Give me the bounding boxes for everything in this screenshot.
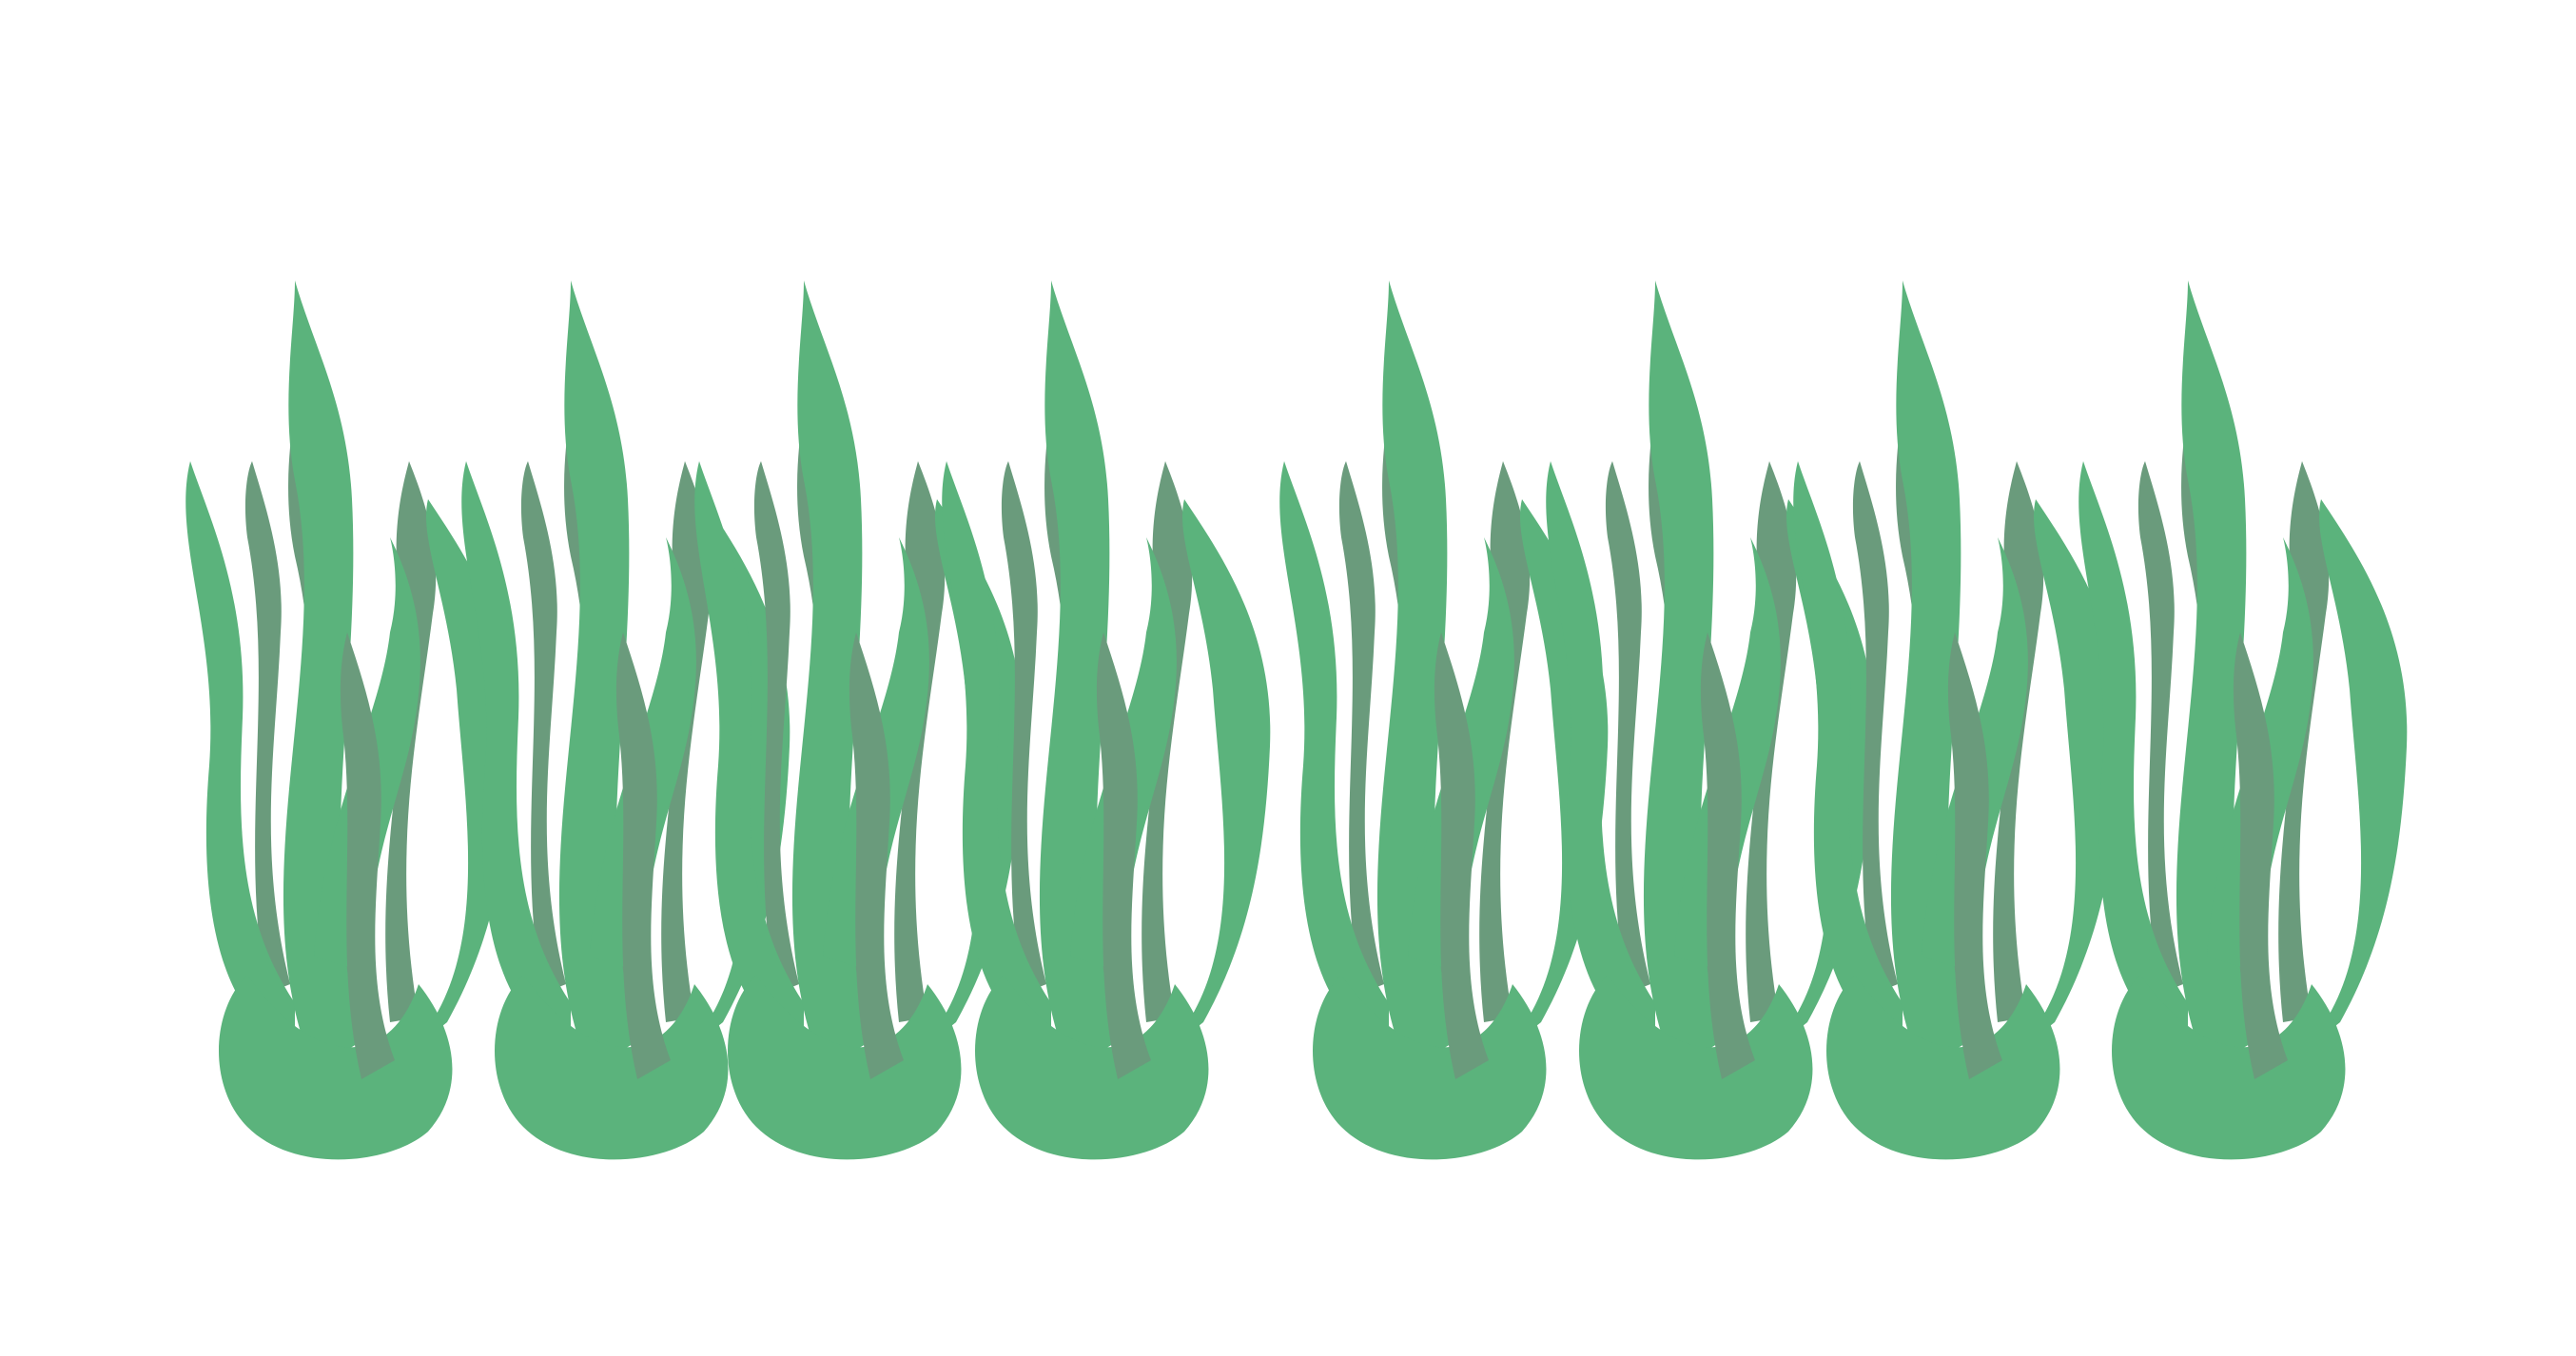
seaweed-illustration [185, 281, 2408, 1160]
